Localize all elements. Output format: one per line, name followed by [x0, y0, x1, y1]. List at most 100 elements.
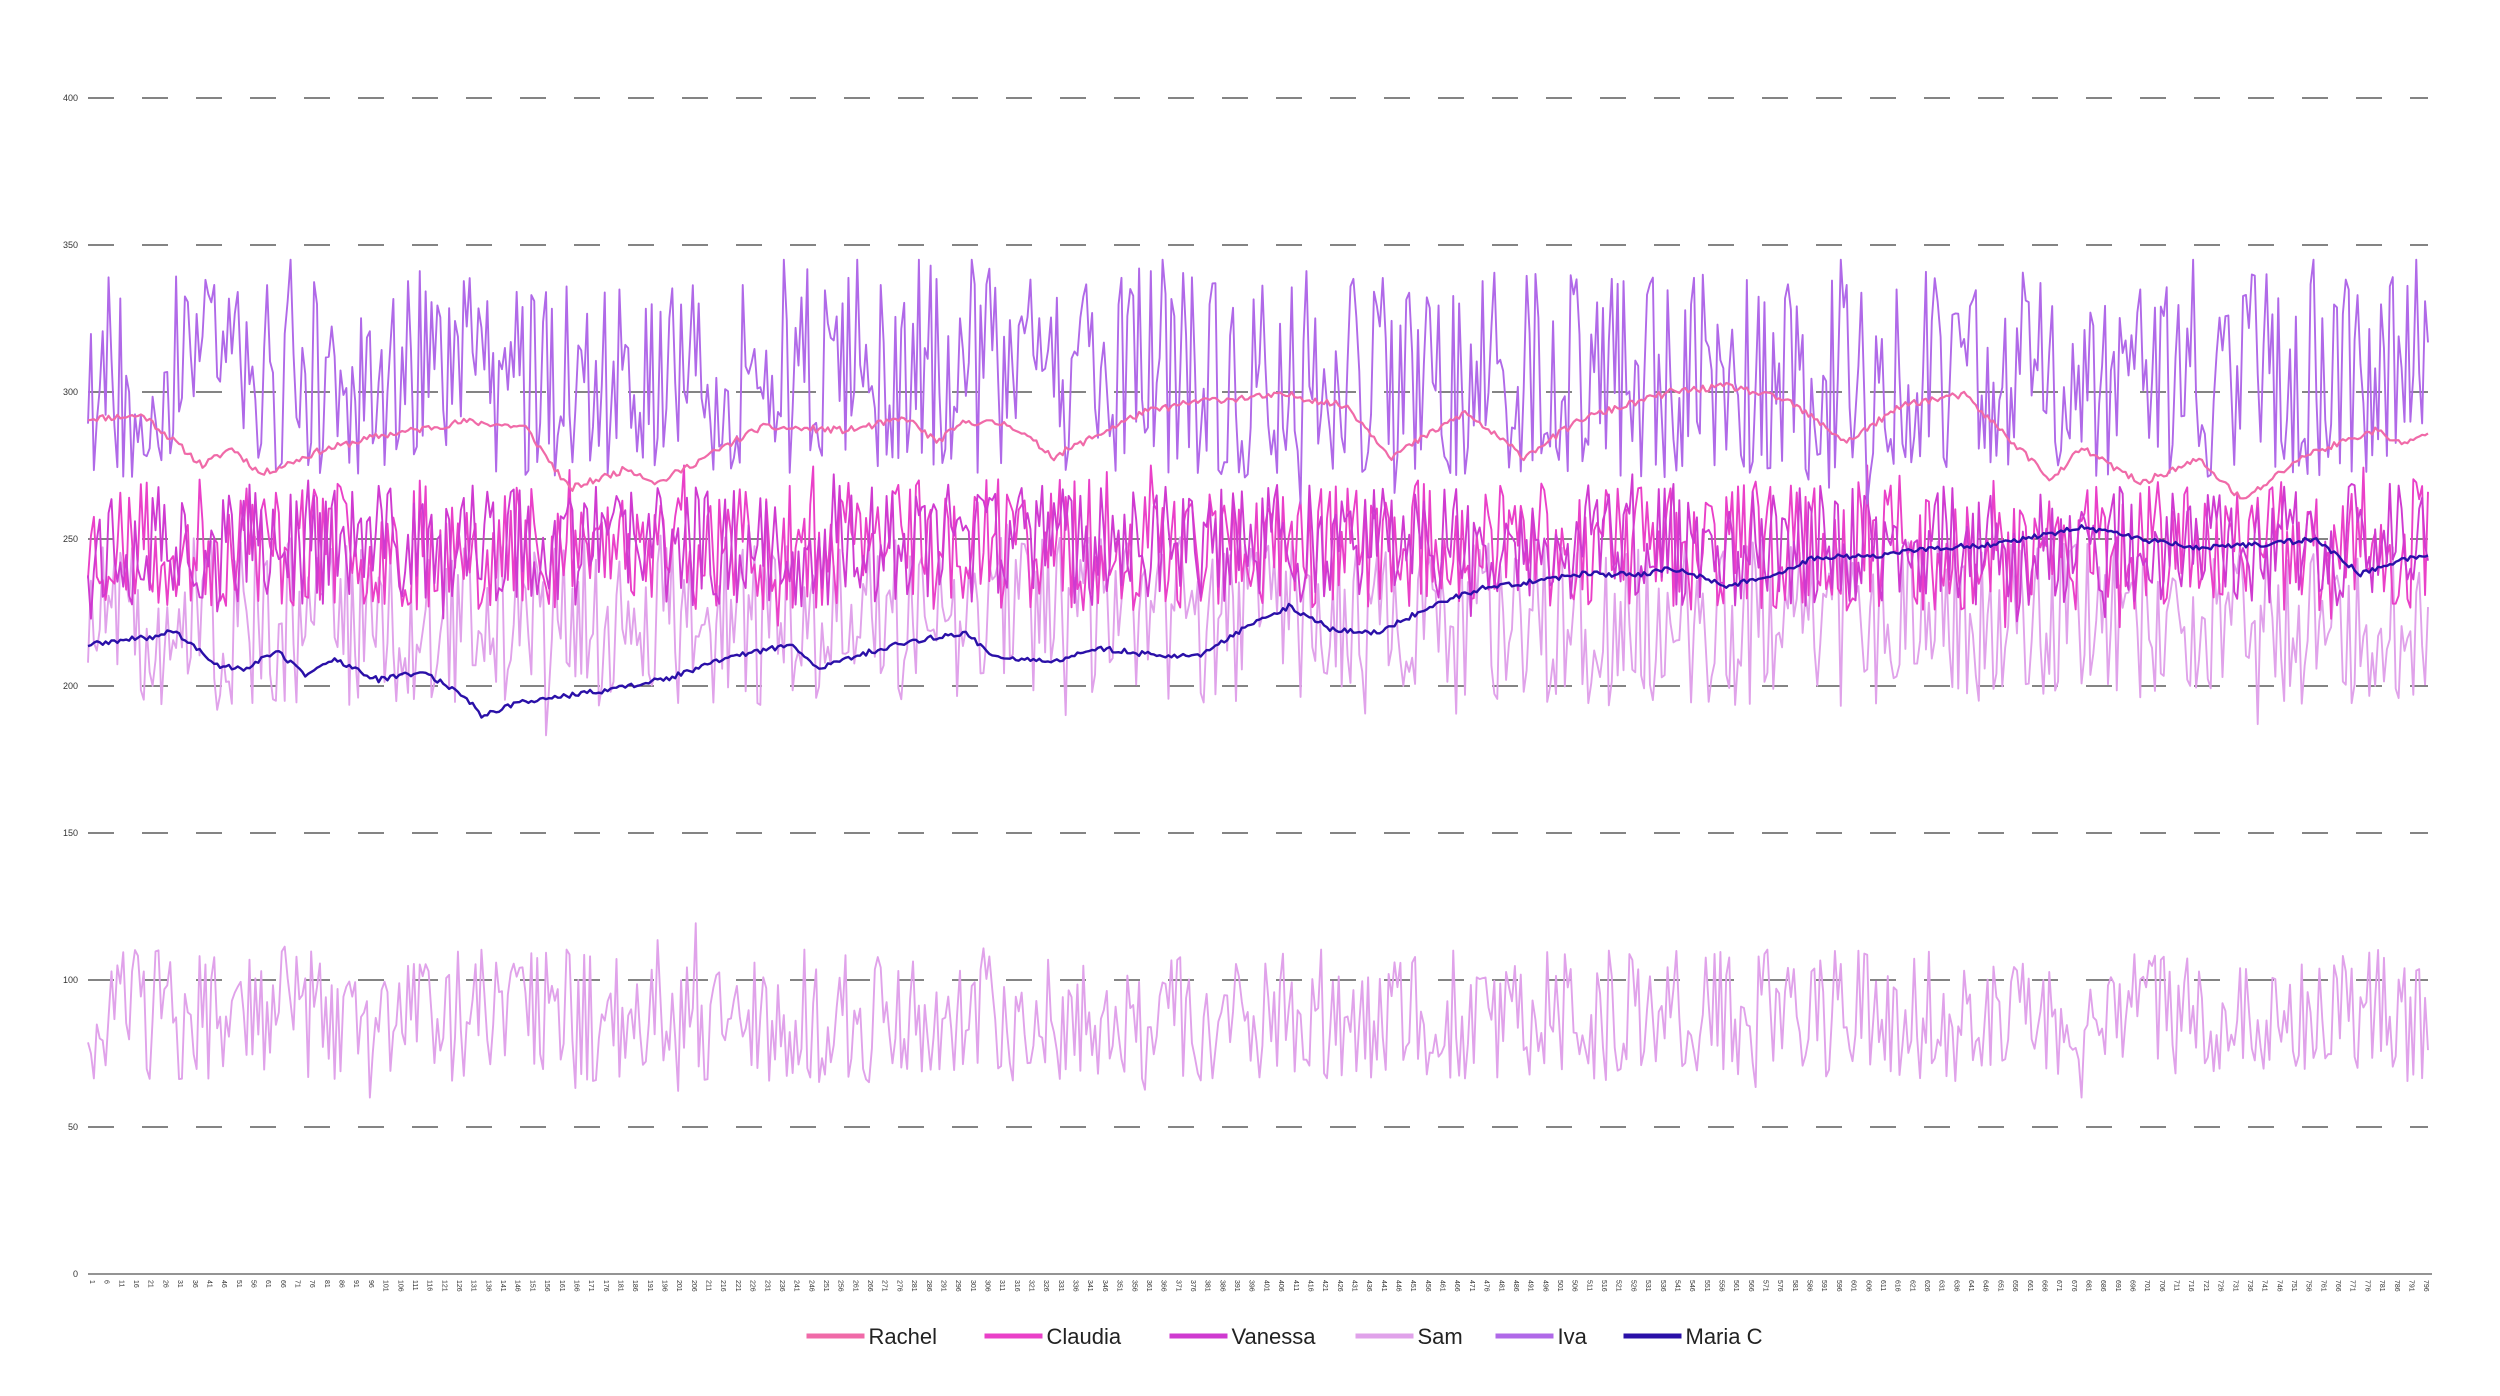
x-tick-label: 371: [1174, 1280, 1181, 1292]
x-tick-label: 491: [1527, 1280, 1534, 1292]
x-tick-label: 211: [705, 1280, 712, 1291]
x-tick-label: 21: [147, 1280, 154, 1288]
x-tick-label: 621: [1908, 1280, 1915, 1292]
x-tick-label: 241: [793, 1280, 800, 1292]
x-tick-label: 76: [308, 1280, 315, 1288]
x-tick-label: 776: [2363, 1280, 2370, 1292]
x-tick-label: 581: [1791, 1280, 1798, 1292]
x-tick-label: 316: [1013, 1280, 1020, 1292]
x-tick-label: 386: [1218, 1280, 1225, 1292]
legend-label-vanessa: Vanessa: [1232, 1324, 1317, 1349]
x-tick-label: 416: [1306, 1280, 1313, 1292]
x-tick-label: 391: [1233, 1280, 1240, 1292]
x-tick-label: 31: [176, 1280, 183, 1288]
y-tick-label: 250: [63, 534, 78, 544]
legend-label-claudia: Claudia: [1047, 1324, 1122, 1349]
x-tick-label: 771: [2349, 1280, 2356, 1292]
x-tick-label: 81: [323, 1280, 330, 1288]
x-tick-label: 1: [88, 1280, 95, 1284]
x-tick-label: 521: [1615, 1280, 1622, 1292]
x-tick-label: 231: [763, 1280, 770, 1292]
x-tick-label: 91: [352, 1280, 359, 1288]
x-tick-label: 646: [1982, 1280, 1989, 1292]
x-tick-label: 26: [161, 1280, 168, 1288]
x-tick-label: 641: [1967, 1280, 1974, 1292]
x-tick-label: 366: [1160, 1280, 1167, 1292]
x-tick-label: 156: [543, 1280, 550, 1292]
x-tick-label: 586: [1806, 1280, 1813, 1292]
x-tick-label: 481: [1497, 1280, 1504, 1292]
x-tick-label: 571: [1762, 1280, 1769, 1292]
x-tick-label: 111: [411, 1280, 418, 1291]
x-tick-label: 166: [572, 1280, 579, 1292]
x-tick-label: 236: [778, 1280, 785, 1292]
x-tick-label: 786: [2393, 1280, 2400, 1292]
x-tick-label: 511: [1585, 1280, 1592, 1291]
x-tick-label: 546: [1688, 1280, 1695, 1292]
x-tick-label: 696: [2129, 1280, 2136, 1292]
x-tick-label: 146: [514, 1280, 521, 1292]
x-tick-label: 791: [2407, 1280, 2414, 1292]
x-tick-label: 566: [1747, 1280, 1754, 1292]
series-line-sam-lower: [87, 922, 2429, 1099]
x-tick-label: 501: [1556, 1280, 1563, 1292]
x-tick-label: 766: [2334, 1280, 2341, 1292]
x-tick-label: 686: [2099, 1280, 2106, 1292]
x-tick-label: 426: [1336, 1280, 1343, 1292]
x-tick-label: 336: [1072, 1280, 1079, 1292]
x-tick-label: 346: [1101, 1280, 1108, 1292]
x-tick-label: 406: [1277, 1280, 1284, 1292]
x-tick-label: 636: [1952, 1280, 1959, 1292]
x-tick-label: 741: [2261, 1280, 2268, 1292]
x-tick-label: 191: [646, 1280, 653, 1292]
x-tick-label: 326: [1042, 1280, 1049, 1292]
x-tick-label: 711: [2173, 1280, 2180, 1291]
x-tick-label: 666: [2040, 1280, 2047, 1292]
x-tick-label: 596: [1835, 1280, 1842, 1292]
y-tick-label: 350: [63, 240, 78, 250]
x-tick-label: 86: [338, 1280, 345, 1288]
x-tick-label: 306: [983, 1280, 990, 1292]
x-tick-label: 106: [396, 1280, 403, 1292]
x-tick-label: 431: [1350, 1280, 1357, 1292]
x-tick-label: 651: [1996, 1280, 2003, 1292]
x-tick-label: 556: [1717, 1280, 1724, 1292]
series-line-iva: [87, 258, 2429, 505]
x-tick-label: 176: [602, 1280, 609, 1292]
x-tick-label: 496: [1541, 1280, 1548, 1292]
x-tick-label: 266: [866, 1280, 873, 1292]
x-tick-label: 321: [1028, 1280, 1035, 1292]
x-tick-label: 296: [954, 1280, 961, 1292]
x-tick-label: 171: [587, 1280, 594, 1292]
x-tick-label: 311: [998, 1280, 1005, 1291]
x-tick-label: 676: [2070, 1280, 2077, 1292]
x-tick-label: 181: [616, 1280, 623, 1292]
x-tick-label: 606: [1864, 1280, 1871, 1292]
y-tick-label: 200: [63, 681, 78, 691]
series-line-claudia: [87, 464, 2429, 629]
x-tick-label: 376: [1189, 1280, 1196, 1292]
x-tick-label: 456: [1424, 1280, 1431, 1292]
x-tick-label: 436: [1365, 1280, 1372, 1292]
x-tick-label: 216: [719, 1280, 726, 1292]
x-tick-label: 226: [749, 1280, 756, 1292]
x-tick-label: 411: [1292, 1280, 1299, 1291]
x-tick-label: 726: [2217, 1280, 2224, 1292]
x-tick-label: 341: [1086, 1280, 1093, 1292]
x-tick-label: 101: [382, 1280, 389, 1292]
x-tick-label: 681: [2084, 1280, 2091, 1292]
x-tick-label: 56: [249, 1280, 256, 1288]
x-tick-label: 541: [1673, 1280, 1680, 1292]
x-tick-label: 561: [1732, 1280, 1739, 1292]
x-tick-label: 36: [191, 1280, 198, 1288]
x-tick-label: 161: [558, 1280, 565, 1292]
x-tick-label: 661: [2026, 1280, 2033, 1292]
x-tick-label: 671: [2055, 1280, 2062, 1292]
series-line-maria-c: [87, 524, 2429, 719]
x-tick-label: 131: [470, 1280, 477, 1292]
x-tick-label: 246: [807, 1280, 814, 1292]
y-tick-label: 0: [73, 1269, 78, 1279]
x-tick-label: 466: [1453, 1280, 1460, 1292]
y-tick-label: 300: [63, 387, 78, 397]
